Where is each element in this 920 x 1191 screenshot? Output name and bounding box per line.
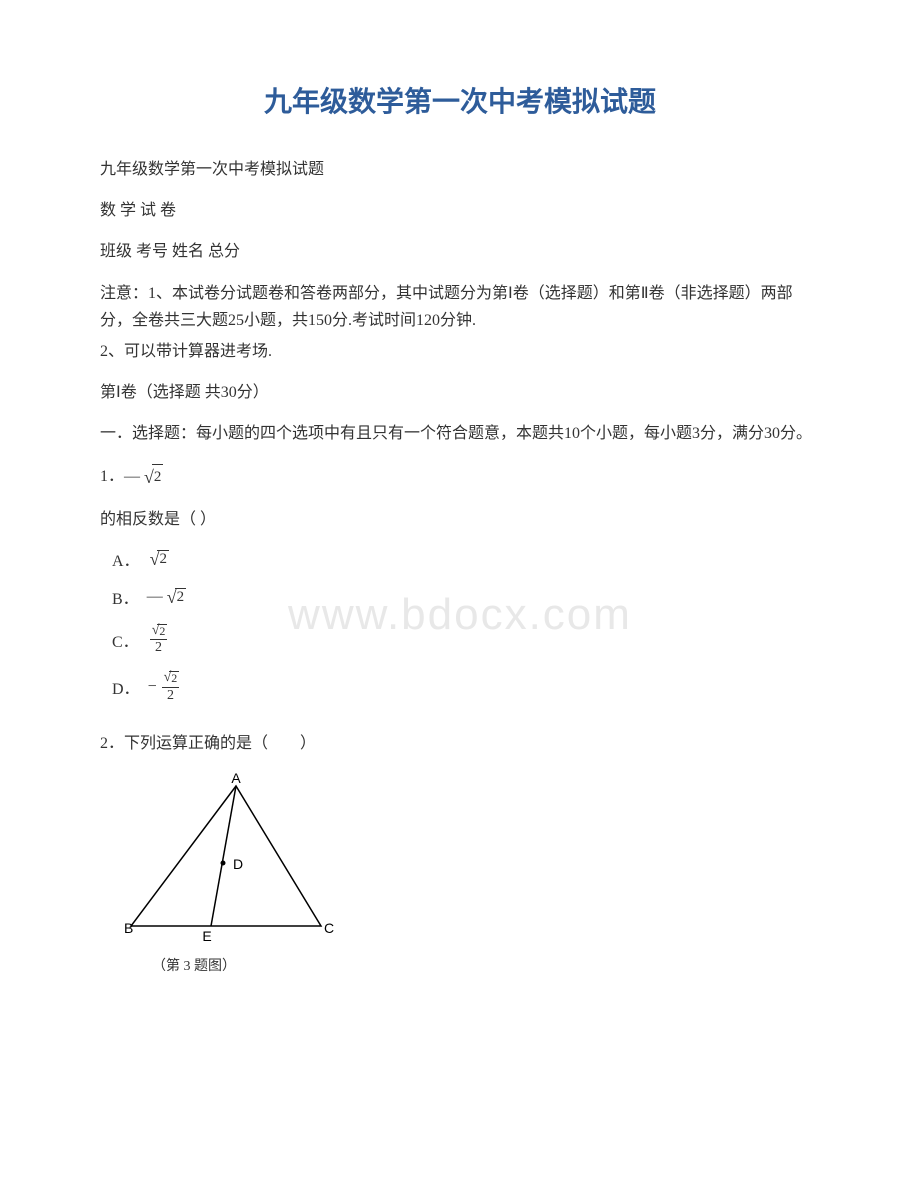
- vertex-e: E: [202, 928, 211, 944]
- q1-optD-label: D．: [112, 675, 140, 699]
- notice-line: 注意：1、本试卷分试题卷和答卷两部分，其中试题分为第Ⅰ卷（选择题）和第Ⅱ卷（非选…: [100, 280, 820, 334]
- q1-radicand: 2: [152, 464, 164, 491]
- q1-optA-radicand: 2: [157, 550, 169, 568]
- q1-stem-line1: 1． — √2: [100, 462, 820, 493]
- vertex-d: D: [233, 856, 243, 872]
- q1-option-c: C． √2 2: [112, 623, 820, 656]
- q1-optD-num: 2: [169, 671, 179, 686]
- q1-optC-den: 2: [150, 639, 167, 656]
- q3-figure: A B C D E （第 3 题图）: [116, 771, 820, 975]
- subtitle-line: 九年级数学第一次中考模拟试题: [100, 156, 820, 183]
- section1-line: 一．选择题：每小题的四个选项中有且只有一个符合题意，本题共10个小题，每小题3分…: [100, 420, 820, 447]
- sqrt-icon: √2: [144, 462, 163, 493]
- q1-optD-neg: −: [148, 678, 157, 696]
- header-line: 班级 考号 姓名 总分: [100, 238, 820, 265]
- figure-caption: （第 3 题图）: [152, 955, 820, 975]
- triangle-icon: A B C D E: [116, 771, 346, 946]
- vertex-a: A: [231, 771, 241, 786]
- q1-optA-label: A．: [112, 547, 140, 571]
- q1-optC-num: 2: [157, 624, 167, 639]
- paper-line: 数 学 试 卷: [100, 197, 820, 224]
- q1-tail: 的相反数是（ ）: [100, 506, 820, 533]
- q1-option-d: D． − √2 2: [112, 670, 820, 703]
- q1-optB-radicand: 2: [175, 588, 187, 606]
- q1-number: 1．: [100, 463, 124, 490]
- part1-line: 第Ⅰ卷（选择题 共30分）: [100, 379, 820, 406]
- vertex-c: C: [324, 920, 334, 936]
- q1-option-b: B． — √2: [112, 585, 820, 609]
- sqrt-icon: √2: [167, 587, 186, 608]
- sqrt-icon: √2: [150, 549, 169, 570]
- q1-optB-neg: —: [147, 588, 163, 606]
- q2-stem: 2．下列运算正确的是（ ）: [100, 730, 820, 757]
- fraction-icon: √2 2: [159, 670, 183, 703]
- vertex-b: B: [124, 920, 133, 936]
- fraction-icon: √2 2: [147, 623, 171, 656]
- notice-line-2: 2、可以带计算器进考场.: [100, 338, 820, 365]
- q1-optB-label: B．: [112, 585, 139, 609]
- page-title: 九年级数学第一次中考模拟试题: [100, 80, 820, 120]
- q1-option-a: A． √2: [112, 547, 820, 571]
- q1-optC-label: C．: [112, 628, 139, 652]
- q1-optD-den: 2: [162, 687, 179, 704]
- q1-neg: —: [124, 463, 140, 490]
